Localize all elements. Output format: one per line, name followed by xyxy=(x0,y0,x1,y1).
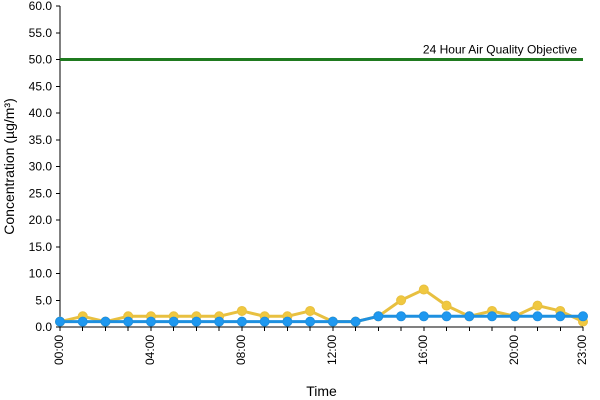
data-point xyxy=(578,311,588,322)
series-1 xyxy=(55,284,588,327)
data-point xyxy=(487,311,498,322)
data-point xyxy=(236,316,247,327)
y-axis-ticks: 0.0 5.0 10.0 15.0 20.0 25.0 30.0 35.0 40.0 45.0 50… xyxy=(29,0,60,334)
data-point xyxy=(191,316,202,327)
data-point xyxy=(350,316,361,327)
x-tick-label: 12:00 xyxy=(325,335,339,365)
data-point xyxy=(418,284,429,295)
y-tick-label: 10.0 xyxy=(29,267,53,281)
objective-label: 24 Hour Air Quality Objective xyxy=(423,43,577,57)
data-point xyxy=(418,311,429,322)
x-tick-label: 00:00 xyxy=(52,335,66,365)
x-tick-label: 04:00 xyxy=(143,335,157,365)
data-point xyxy=(100,316,111,327)
data-point xyxy=(396,295,407,306)
data-point xyxy=(532,311,543,322)
data-point xyxy=(373,311,384,322)
data-point xyxy=(259,316,270,327)
data-point xyxy=(532,300,543,311)
x-tick-label: 16:00 xyxy=(416,335,430,365)
data-point xyxy=(555,311,566,322)
data-point xyxy=(464,311,475,322)
data-point xyxy=(441,300,452,311)
data-point xyxy=(305,316,316,327)
data-point xyxy=(214,316,225,327)
y-tick-label: 35.0 xyxy=(29,133,53,147)
data-point xyxy=(77,316,88,327)
y-axis-title: Concentration (µg/m³) xyxy=(1,98,17,234)
data-point xyxy=(145,316,156,327)
x-axis-title: Time xyxy=(306,383,337,399)
y-tick-label: 30.0 xyxy=(29,160,53,174)
data-point xyxy=(282,316,293,327)
x-tick-label: 20:00 xyxy=(507,335,521,365)
y-tick-label: 0.0 xyxy=(35,320,52,334)
y-tick-label: 20.0 xyxy=(29,213,53,227)
y-tick-label: 60.0 xyxy=(29,0,53,13)
y-tick-label: 40.0 xyxy=(29,106,53,120)
y-tick-label: 50.0 xyxy=(29,53,53,67)
data-point xyxy=(55,316,65,327)
data-point xyxy=(168,316,179,327)
data-point xyxy=(396,311,407,322)
y-tick-label: 55.0 xyxy=(29,26,53,40)
x-axis-ticks: 00:00 04:00 08:00 12:00 16:00 20:00 23:00 xyxy=(52,327,589,365)
data-point xyxy=(236,305,247,316)
objective-group: 24 Hour Air Quality Objective xyxy=(60,43,583,61)
y-tick-label: 25.0 xyxy=(29,186,53,200)
series-group xyxy=(55,284,588,327)
x-tick-label: 23:00 xyxy=(575,335,589,365)
data-point xyxy=(327,316,338,327)
data-point xyxy=(509,311,520,322)
x-tick-label: 08:00 xyxy=(234,335,248,365)
series-2 xyxy=(55,311,588,327)
y-tick-label: 45.0 xyxy=(29,79,53,93)
data-point xyxy=(123,316,134,327)
data-point xyxy=(305,305,316,316)
y-tick-label: 15.0 xyxy=(29,240,53,254)
y-tick-label: 5.0 xyxy=(35,293,52,307)
data-point xyxy=(441,311,452,322)
